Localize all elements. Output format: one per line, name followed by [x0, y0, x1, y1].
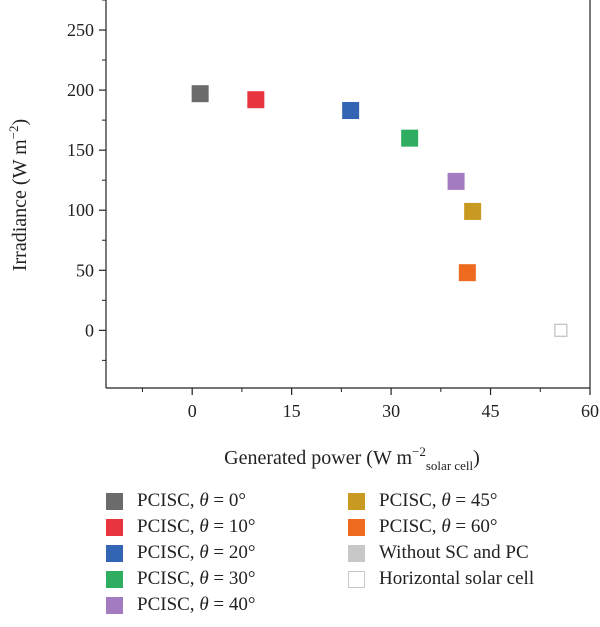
legend-swatch: [106, 492, 123, 510]
legend-label-prefix: PCISC,: [137, 568, 200, 589]
legend-label: Horizontal solar cell: [379, 568, 534, 590]
legend-column-right: PCISC, θ = 45° PCISC, θ = 60° Without SC a…: [348, 488, 534, 592]
legend-swatch: [106, 596, 123, 614]
legend-label: Without SC and PC: [379, 542, 529, 564]
data-point: [464, 202, 482, 220]
legend-label-suffix: = 20°: [208, 542, 256, 563]
legend-item: PCISC, θ = 60°: [348, 514, 534, 540]
legend-label-suffix: = 40°: [208, 594, 256, 615]
legend-label: PCISC, θ = 40°: [137, 594, 255, 616]
legend-label-prefix: Without SC and PC: [379, 542, 529, 563]
data-point: [447, 172, 465, 190]
legend-label-suffix: = 0°: [208, 490, 246, 511]
legend-label: PCISC, θ = 30°: [137, 568, 255, 590]
x-tick-label: 15: [283, 401, 301, 421]
legend-label-prefix: PCISC,: [137, 542, 200, 563]
legend-swatch: [348, 492, 365, 510]
x-axis-label: Generated power (W m−2solar cell): [224, 444, 480, 473]
legend-item: Horizontal solar cell: [348, 566, 534, 592]
y-axis-label: Irradiance (W m−2): [6, 119, 31, 271]
axes: [105, 0, 591, 389]
legend-swatch: [106, 570, 123, 588]
y-axis-label-close: ): [9, 119, 31, 126]
legend-label-theta: θ: [199, 490, 209, 511]
legend-label: PCISC, θ = 45°: [379, 490, 497, 512]
legend-label: PCISC, θ = 60°: [379, 516, 497, 538]
legend-item: Without SC and PC: [348, 540, 534, 566]
legend-label-suffix: = 10°: [208, 516, 256, 537]
legend-item: PCISC, θ = 30°: [106, 566, 255, 592]
legend-label: PCISC, θ = 20°: [137, 542, 255, 564]
legend-label-prefix: PCISC,: [379, 516, 442, 537]
data-point: [247, 91, 265, 109]
y-axis-label-sup: −2: [6, 126, 21, 140]
legend-label-suffix: = 45°: [450, 490, 498, 511]
data-points: [191, 85, 568, 338]
legend-item: PCISC, θ = 40°: [106, 592, 255, 618]
legend-label-theta: θ: [199, 542, 209, 563]
y-tick-label: 150: [67, 140, 94, 160]
legend-label-theta: θ: [199, 568, 209, 589]
ticks: 0 50 100 150 200 250 0 15 30 45 60: [67, 0, 599, 421]
data-point: [342, 102, 360, 120]
legend-label-theta: θ: [441, 516, 451, 537]
legend-label-theta: θ: [441, 490, 451, 511]
data-point: [458, 264, 476, 282]
legend-label-prefix: PCISC,: [137, 594, 200, 615]
legend-swatch: [106, 544, 123, 562]
data-point: [401, 129, 419, 147]
x-tick-label: 60: [581, 401, 599, 421]
legend-swatch: [348, 518, 365, 536]
legend-item: PCISC, θ = 10°: [106, 514, 255, 540]
scatter-chart: 0 50 100 150 200 250 0 15 30 45 60 Generated power…: [6, 0, 599, 473]
x-axis-label-sup: −2: [412, 444, 426, 459]
x-tick-label: 30: [382, 401, 400, 421]
legend-label-prefix: Horizontal solar cell: [379, 568, 535, 589]
data-point: [554, 323, 568, 338]
x-tick-label: 0: [188, 401, 197, 421]
legend-label: PCISC, θ = 10°: [137, 516, 255, 538]
legend-label-prefix: PCISC,: [379, 490, 442, 511]
legend-label-suffix: = 30°: [208, 568, 256, 589]
legend-label-theta: θ: [199, 594, 209, 615]
legend: PCISC, θ = 0° PCISC, θ = 10° PCISC, θ = 20…: [0, 488, 600, 627]
x-tick-label: 45: [482, 401, 500, 421]
legend-label: PCISC, θ = 0°: [137, 490, 246, 512]
legend-item: PCISC, θ = 45°: [348, 488, 534, 514]
legend-item: PCISC, θ = 0°: [106, 488, 255, 514]
x-axis-label-sub: solar cell: [426, 458, 474, 473]
y-tick-label: 100: [67, 200, 94, 220]
legend-column-left: PCISC, θ = 0° PCISC, θ = 10° PCISC, θ = 20…: [106, 488, 255, 618]
y-tick-label: 50: [76, 260, 94, 280]
y-tick-label: 0: [85, 320, 94, 340]
legend-label-theta: θ: [199, 516, 209, 537]
y-tick-label: 250: [67, 20, 94, 40]
y-tick-label: 200: [67, 80, 94, 100]
data-point: [191, 85, 209, 103]
legend-swatch: [348, 570, 365, 588]
legend-label-suffix: = 60°: [450, 516, 498, 537]
x-axis-label-close: ): [473, 447, 480, 469]
legend-label-prefix: PCISC,: [137, 516, 200, 537]
legend-swatch: [106, 518, 123, 536]
legend-item: PCISC, θ = 20°: [106, 540, 255, 566]
legend-label-prefix: PCISC,: [137, 490, 200, 511]
legend-swatch: [348, 544, 365, 562]
